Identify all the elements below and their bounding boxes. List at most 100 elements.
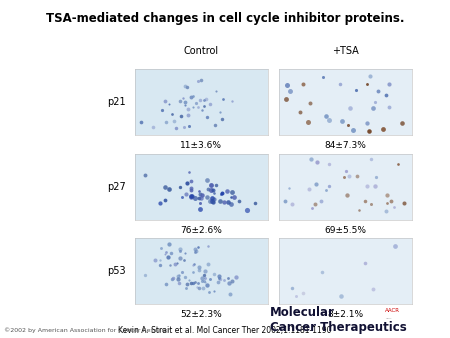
Point [400,200,407,206]
Point [203,115,211,120]
Point [194,78,202,83]
Point [341,175,348,180]
Text: AACR: AACR [385,308,400,313]
Point [284,82,291,88]
Point [192,246,199,251]
Point [171,118,178,124]
Point [156,200,163,206]
Point [220,96,227,102]
Point [198,195,205,201]
Point [182,192,189,197]
Point [325,118,332,123]
Point [196,200,203,206]
Point [210,199,217,204]
Point [193,100,200,105]
Point [387,199,395,204]
Point [191,280,198,285]
Point [228,195,235,200]
Text: Molecular: Molecular [270,307,335,319]
Point [151,257,158,263]
Point [177,113,184,119]
Point [158,245,165,250]
Point [162,197,169,202]
Point [197,206,204,211]
Point [173,125,180,130]
Point [215,273,222,279]
Point [372,174,379,180]
Point [229,189,236,195]
Point [210,187,217,193]
Point [232,274,239,280]
Point [188,94,195,100]
Point [168,250,175,256]
Point [374,88,382,94]
Point [338,118,346,123]
Point [182,83,189,89]
Point [366,73,373,79]
Point [167,263,174,268]
Point [220,277,227,283]
Point [282,96,289,101]
Point [185,170,193,175]
Point [352,87,359,93]
Point [344,123,351,128]
Point [168,112,175,117]
Point [187,280,194,286]
Point [362,260,369,266]
Text: p21: p21 [108,97,126,107]
Point [197,97,204,102]
Point [195,281,202,286]
Point [243,208,250,213]
Point [225,275,232,281]
Point [183,281,190,287]
Point [183,180,190,186]
Text: Kevin A. Strait et al. Mol Cancer Ther 2002;1:1181-1190: Kevin A. Strait et al. Mol Cancer Ther 2… [118,326,332,335]
Text: Cancer Therapeutics: Cancer Therapeutics [270,321,407,334]
Point [353,173,360,178]
Point [181,100,189,105]
Point [196,264,203,269]
Point [379,126,387,132]
Point [179,96,186,101]
Point [319,270,326,275]
Point [189,280,197,285]
Point [200,272,207,278]
Point [211,271,218,276]
Point [314,159,321,165]
Point [201,97,208,103]
Text: 76±2.6%: 76±2.6% [180,226,222,235]
Point [194,244,202,250]
Point [161,185,168,190]
Point [391,243,398,248]
Point [188,193,195,198]
Text: 84±7.3%: 84±7.3% [324,141,366,150]
Text: ___: ___ [385,315,391,319]
Point [204,243,212,248]
Point [180,125,188,130]
Point [217,191,225,197]
Point [184,84,191,90]
Point [364,82,371,87]
Text: p53: p53 [108,266,126,276]
Point [186,277,193,283]
Point [297,109,304,115]
Point [386,104,393,109]
Point [325,184,332,189]
Point [208,198,215,203]
Point [225,199,232,204]
Point [345,173,352,178]
Point [174,274,181,279]
Point [162,282,170,287]
Point [169,276,176,282]
Text: 69±5.5%: 69±5.5% [324,226,366,235]
Point [369,106,377,111]
Point [198,107,205,113]
Point [367,201,374,207]
Point [383,192,391,198]
Point [311,201,318,207]
Point [343,192,351,198]
Point [162,249,170,255]
Point [206,276,213,281]
Point [226,291,234,297]
Point [306,101,313,106]
